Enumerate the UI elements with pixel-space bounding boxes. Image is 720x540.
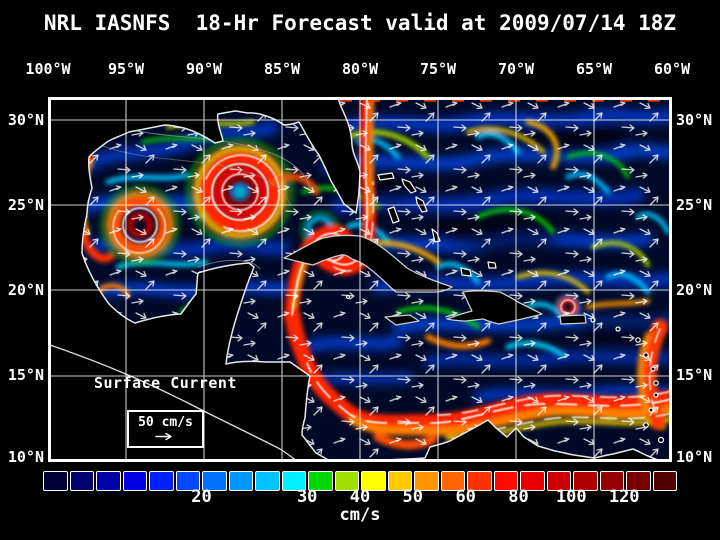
colorbar-tick: 120: [608, 487, 640, 507]
colorbar-cell: [493, 471, 518, 491]
lon-label: 75°W: [419, 60, 457, 78]
lon-label: 65°W: [575, 60, 613, 78]
pacific-coastline: [49, 344, 299, 462]
colorbar-cell: [281, 471, 306, 491]
lat-label-left: 25°N: [7, 196, 44, 214]
graticule: [48, 97, 672, 462]
lat-label-right: 15°N: [676, 366, 713, 384]
colorbar-cell: [467, 471, 492, 491]
scale-reference-box: 50 cm/s: [127, 410, 204, 448]
map-canvas: [48, 97, 672, 462]
scale-value: 50 cm/s: [138, 415, 193, 430]
colorbar-cell: [149, 471, 174, 491]
colorbar-tick: 60: [455, 487, 476, 507]
colorbar-cell: [43, 471, 68, 491]
colorbar-cell: [440, 471, 465, 491]
scale-arrow-icon: [154, 432, 172, 441]
lat-label-right: 20°N: [676, 281, 713, 299]
colorbar-cell: [361, 471, 386, 491]
colorbar-tick: 50: [402, 487, 424, 507]
colorbar-cell: [652, 471, 677, 491]
lon-label: 100°W: [25, 60, 71, 78]
colorbar-ticks: 20 30 40 50 60 80 100 120: [43, 487, 677, 509]
lon-label: 95°W: [107, 60, 145, 78]
lat-label-left: 10°N: [7, 448, 44, 466]
lat-label-left: 30°N: [7, 111, 44, 129]
colorbar-tick: 20: [191, 487, 212, 507]
lat-label-left: 15°N: [7, 366, 44, 384]
bahamas-islands: [377, 172, 497, 277]
colorbar-cell: [520, 471, 545, 491]
page-title: NRL IASNFS 18-Hr Forecast valid at 2009/…: [43, 11, 677, 35]
map-frame: [48, 97, 672, 462]
colorbar-cell: [546, 471, 571, 491]
surface-current-label: Surface Current: [94, 374, 237, 392]
colorbar-cell: [414, 471, 439, 491]
lat-label-right: 25°N: [676, 196, 713, 214]
colorbar-cell: [96, 471, 121, 491]
colorbar-cell: [308, 471, 333, 491]
colorbar-cell: [228, 471, 253, 491]
colorbar-tick: 40: [349, 487, 371, 507]
colorbar-cell: [175, 471, 200, 491]
colorbar-cell: [387, 471, 412, 491]
lat-label-left: 20°N: [7, 281, 44, 299]
lat-label-right: 30°N: [676, 111, 713, 129]
colorbar-cell: [202, 471, 227, 491]
colorbar-cell: [573, 471, 598, 491]
colorbar-cell: [69, 471, 94, 491]
colorbar-unit: cm/s: [339, 505, 381, 525]
lon-label: 60°W: [653, 60, 691, 78]
colorbar-cell: [626, 471, 651, 491]
colorbar-cell: [599, 471, 624, 491]
colorbar-tick: 30: [296, 487, 318, 507]
lon-label: 90°W: [185, 60, 223, 78]
colorbar-cell: [255, 471, 280, 491]
lon-label: 70°W: [497, 60, 535, 78]
lon-label: 80°W: [341, 60, 379, 78]
lat-label-right: 10°N: [676, 448, 713, 466]
lesser-antilles: [345, 294, 665, 444]
colorbar-cell: [122, 471, 147, 491]
lon-label: 85°W: [263, 60, 301, 78]
colorbar: [43, 471, 677, 491]
colorbar-tick: 80: [508, 487, 529, 507]
colorbar-tick: 100: [555, 487, 587, 507]
colorbar-cell: [334, 471, 359, 491]
